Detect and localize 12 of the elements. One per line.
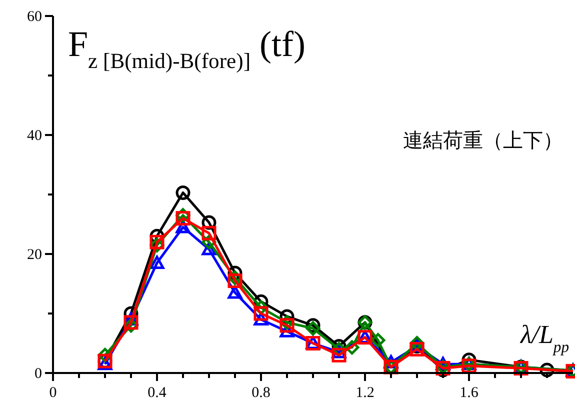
x-tick-label: 1.6 (460, 385, 479, 401)
x-tick-label: 0 (49, 385, 57, 401)
y-tick-label: 60 (27, 9, 42, 25)
y-tick-label: 0 (34, 366, 42, 382)
y-tick-label: 40 (27, 128, 42, 144)
y-tick-label: 20 (27, 247, 42, 263)
chart-title: F$_{z [B(mid)-B(fore)]}$ (tf) (68, 24, 306, 73)
annotation: 連結荷重（上下） (403, 128, 563, 152)
x-tick-label: 0.8 (252, 385, 270, 401)
x-tick-label: 1.2 (356, 385, 374, 401)
x-axis-title: λ/L$_{pp}$ (519, 320, 570, 356)
x-tick-label: 0.4 (148, 385, 167, 401)
